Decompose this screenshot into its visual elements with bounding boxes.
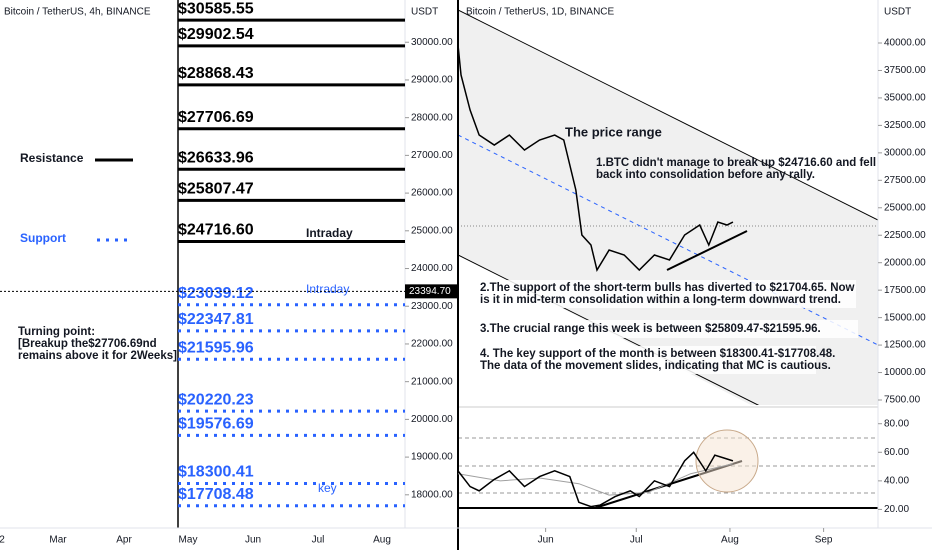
y-tick-label: 25000.00 <box>411 225 453 236</box>
x-tick-label: Aug <box>721 535 739 546</box>
x-tick-label: 2 <box>0 535 5 546</box>
y-tick-label: 37500.00 <box>884 65 926 76</box>
x-tick-label: Jun <box>245 535 261 546</box>
resistance-label: $30585.55 <box>178 0 254 17</box>
x-tick-label: Jul <box>312 535 325 546</box>
support-label: $22347.81 <box>178 311 254 328</box>
y-tick-label: 26000.00 <box>411 188 453 199</box>
y-unit: USDT <box>884 7 911 18</box>
annotation: The data of the movement slides, indicat… <box>480 360 831 372</box>
annotation: The price range <box>565 124 662 139</box>
y-tick-label: 19000.00 <box>411 452 453 463</box>
y-tick-label: 40000.00 <box>884 38 926 49</box>
x-tick-label: Aug <box>373 535 391 546</box>
x-tick-label: Sep <box>815 535 833 546</box>
rsi-tick-label: 80.00 <box>884 418 909 429</box>
annotation: 4. The key support of the month is betwe… <box>480 348 835 360</box>
annotation: 1.BTC didn't manage to break up $24716.6… <box>596 157 876 169</box>
turning-point: [Breakup the$27706.69nd <box>18 338 157 350</box>
resistance-label: $25807.47 <box>178 181 254 198</box>
support-label: $18300.41 <box>178 464 254 481</box>
support-label: $23039.12 <box>178 285 254 302</box>
note-box <box>476 280 856 308</box>
support-label: $19576.69 <box>178 416 254 433</box>
annotation: is it in mid-term consolidation within a… <box>480 294 841 306</box>
resistance-label: $29902.54 <box>178 26 254 43</box>
annotation: 3.The crucial range this week is between… <box>480 323 821 335</box>
x-tick-label: Jul <box>630 535 643 546</box>
channel <box>458 9 878 405</box>
legend-resistance: Resistance <box>20 151 84 165</box>
x-tick-label: Apr <box>116 535 132 546</box>
x-tick-label: Mar <box>49 535 67 546</box>
x-tick-label: Jun <box>538 535 554 546</box>
resistance-label: $28868.43 <box>178 65 254 82</box>
rsi-tick-label: 40.00 <box>884 475 909 486</box>
note-box <box>476 320 858 338</box>
y-tick-label: 20000.00 <box>884 257 926 268</box>
y-tick-label: 18000.00 <box>411 489 453 500</box>
y-tick-label: 20000.00 <box>411 414 453 425</box>
note-box <box>476 346 816 374</box>
rsi-tick-label: 20.00 <box>884 504 909 515</box>
y-tick-label: 27000.00 <box>411 150 453 161</box>
x-tick-label: May <box>179 535 198 546</box>
annotation: back into consolidation before any rally… <box>596 169 815 181</box>
y-tick-label: 23000.00 <box>411 301 453 312</box>
rsi-ma-line <box>457 463 734 496</box>
turning-point: remains above it for 2Weeks] <box>18 350 177 362</box>
price-line <box>457 44 734 273</box>
y-tick-label: 32500.00 <box>884 120 926 131</box>
y-tick-label: 12500.00 <box>884 340 926 351</box>
annotation: Intraday <box>306 226 353 240</box>
support-label: $21595.96 <box>178 339 254 356</box>
y-tick-label: 10000.00 <box>884 367 926 378</box>
resistance-label: $24716.60 <box>178 222 254 239</box>
y-tick-label: 27500.00 <box>884 175 926 186</box>
support-label: $17708.48 <box>178 486 254 503</box>
legend-support: Support <box>20 231 66 245</box>
support-label: $20220.23 <box>178 391 254 408</box>
resistance-label: $26633.96 <box>178 149 254 166</box>
y-tick-label: 25000.00 <box>884 202 926 213</box>
rsi-highlight <box>695 429 759 493</box>
support-trend <box>666 230 748 271</box>
y-tick-label: 29000.00 <box>411 75 453 86</box>
annotation: 2.The support of the short-term bulls ha… <box>480 282 855 294</box>
y-tick-label: 22500.00 <box>884 230 926 241</box>
y-tick-label: 30000.00 <box>411 37 453 48</box>
y-tick-label: 28000.00 <box>411 112 453 123</box>
y-tick-label: 21000.00 <box>411 376 453 387</box>
turning-point: Turning point: <box>18 326 95 338</box>
y-tick-label: 7500.00 <box>884 395 921 406</box>
resistance-label: $27706.69 <box>178 109 254 126</box>
y-tick-label: 24000.00 <box>411 263 453 274</box>
mid-trend <box>458 134 878 346</box>
last-price-box <box>405 284 458 299</box>
y-unit: USDT <box>411 7 438 18</box>
chart-title: Bitcoin / TetherUS, 1D, BINANCE <box>466 7 615 18</box>
y-tick-label: 22000.00 <box>411 339 453 350</box>
y-tick-label: 35000.00 <box>884 93 926 104</box>
annotation: Intraday <box>306 282 349 296</box>
rsi-tick-label: 60.00 <box>884 447 909 458</box>
y-tick-label: 17500.00 <box>884 285 926 296</box>
channel-top <box>458 9 878 221</box>
y-tick-label: 15000.00 <box>884 312 926 323</box>
y-tick-label: 30000.00 <box>884 147 926 158</box>
last-price-label: 23394.70 <box>409 286 451 297</box>
chart-title: Bitcoin / TetherUS, 4h, BINANCE <box>4 7 151 18</box>
rsi-line <box>457 451 734 508</box>
